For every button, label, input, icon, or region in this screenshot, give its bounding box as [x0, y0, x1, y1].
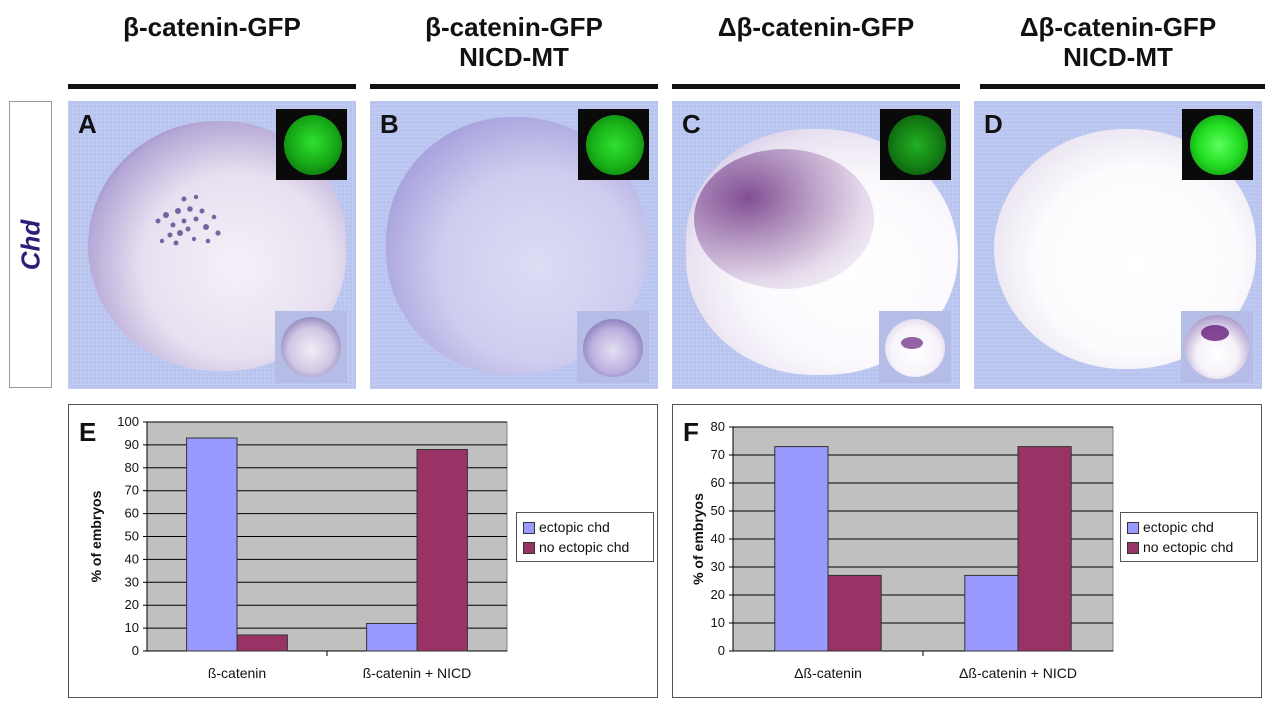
y-tick-label: 20 — [711, 587, 725, 602]
panel-letter: C — [682, 109, 701, 139]
x-category-label: Δß-catenin — [794, 665, 862, 681]
column-title-line2: NICD-MT — [459, 42, 569, 72]
y-tick-label: 50 — [711, 503, 725, 518]
chart-panel-f: 0 10 20 30 40 50 60 70 80 Δß-catenin Δß-catenin + … — [672, 404, 1262, 698]
panel-letter: B — [380, 109, 399, 139]
column-divider-bar-b — [370, 84, 658, 89]
column-divider-bar-c — [672, 84, 960, 89]
y-tick-label: 30 — [711, 559, 725, 574]
legend-label: no ectopic chd — [1143, 539, 1234, 555]
legend-label: ectopic chd — [539, 519, 610, 535]
panel-c: C — [672, 101, 960, 389]
y-tick-label: 40 — [711, 531, 725, 546]
legend-label: ectopic chd — [1143, 519, 1214, 535]
panel-b: B — [370, 101, 658, 389]
x-category-label: ß-catenin — [208, 665, 266, 681]
stained-cells — [155, 194, 221, 246]
stain-region — [694, 149, 874, 289]
column-title-line2: NICD-MT — [1063, 42, 1173, 72]
gfp-inset-image — [578, 109, 649, 180]
whole-embryo-inset-image — [879, 311, 951, 383]
y-tick-label: 60 — [711, 475, 725, 490]
panel-letter: A — [78, 109, 97, 139]
panel-letter: F — [683, 417, 699, 447]
panel-d: D — [974, 101, 1262, 389]
y-tick-label: 0 — [132, 643, 139, 658]
y-tick-label: 20 — [125, 597, 139, 612]
y-tick-label: 40 — [125, 551, 139, 566]
column-divider-bar-d — [980, 84, 1265, 89]
bar-chart-f: 0 10 20 30 40 50 60 70 80 Δß-catenin Δß-catenin + … — [683, 417, 1114, 681]
legend-swatch — [1127, 522, 1139, 534]
column-title-a: β-catenin-GFP — [68, 12, 356, 42]
y-axis-label: % of embryos — [690, 493, 706, 585]
column-title-line1: Δβ-catenin-GFP — [717, 12, 915, 42]
row-label-box: Chd — [9, 101, 52, 388]
bar-no-ectopic — [827, 574, 882, 652]
y-tick-label: 60 — [125, 506, 139, 521]
gfp-inset-image — [880, 109, 951, 180]
y-tick-label: 0 — [718, 643, 725, 658]
gfp-inset-image — [1182, 109, 1253, 180]
y-tick-label: 70 — [125, 483, 139, 498]
column-title-line1: β-catenin-GFP — [123, 12, 301, 42]
bar-ectopic — [964, 574, 1019, 652]
column-title-c: Δβ-catenin-GFP — [672, 12, 960, 42]
y-tick-label: 10 — [125, 620, 139, 635]
bar-chart-e: 0 10 20 30 40 50 60 70 80 90 100 ß-catenin ß-catenin… — [79, 414, 508, 681]
y-tick-label: 70 — [711, 447, 725, 462]
x-category-label: ß-catenin + NICD — [363, 665, 472, 681]
column-title-line1: β-catenin-GFP — [425, 12, 603, 42]
column-divider-bar-a — [68, 84, 356, 89]
gfp-inset-image — [276, 109, 347, 180]
y-tick-label: 50 — [125, 529, 139, 544]
y-tick-label: 80 — [711, 419, 725, 434]
panel-a: A — [68, 101, 356, 389]
bar-no-ectopic — [1017, 446, 1072, 652]
whole-embryo-inset-image — [275, 311, 347, 383]
y-tick-label: 10 — [711, 615, 725, 630]
x-category-label: Δß-catenin + NICD — [959, 665, 1077, 681]
column-title-d: Δβ-catenin-GFP NICD-MT — [974, 12, 1262, 72]
column-title-line1: Δβ-catenin-GFP — [1019, 12, 1217, 42]
row-label-chd: Chd — [15, 219, 45, 270]
y-tick-label: 30 — [125, 574, 139, 589]
y-axis-label: % of embryos — [88, 490, 104, 582]
chart-panel-e: 0 10 20 30 40 50 60 70 80 90 100 ß-catenin ß-catenin… — [68, 404, 658, 698]
y-tick-label: 100 — [117, 414, 139, 429]
legend-label: no ectopic chd — [539, 539, 630, 555]
bar-no-ectopic — [416, 448, 468, 652]
bar-ectopic — [186, 437, 238, 652]
whole-embryo-inset-image — [577, 311, 649, 383]
legend-swatch — [523, 542, 535, 554]
y-tick-label: 80 — [125, 460, 139, 475]
chart-legend: ectopic chd no ectopic chd — [516, 512, 654, 562]
bar-ectopic — [774, 446, 829, 652]
legend-swatch — [523, 522, 535, 534]
panel-letter: E — [79, 417, 96, 447]
whole-embryo-inset-image — [1181, 311, 1253, 383]
chart-legend: ectopic chd no ectopic chd — [1120, 512, 1258, 562]
legend-swatch — [1127, 542, 1139, 554]
y-tick-label: 90 — [125, 437, 139, 452]
bar-no-ectopic — [236, 634, 288, 652]
bar-ectopic — [366, 623, 418, 652]
column-title-b: β-catenin-GFP NICD-MT — [370, 12, 658, 72]
panel-letter: D — [984, 109, 1003, 139]
